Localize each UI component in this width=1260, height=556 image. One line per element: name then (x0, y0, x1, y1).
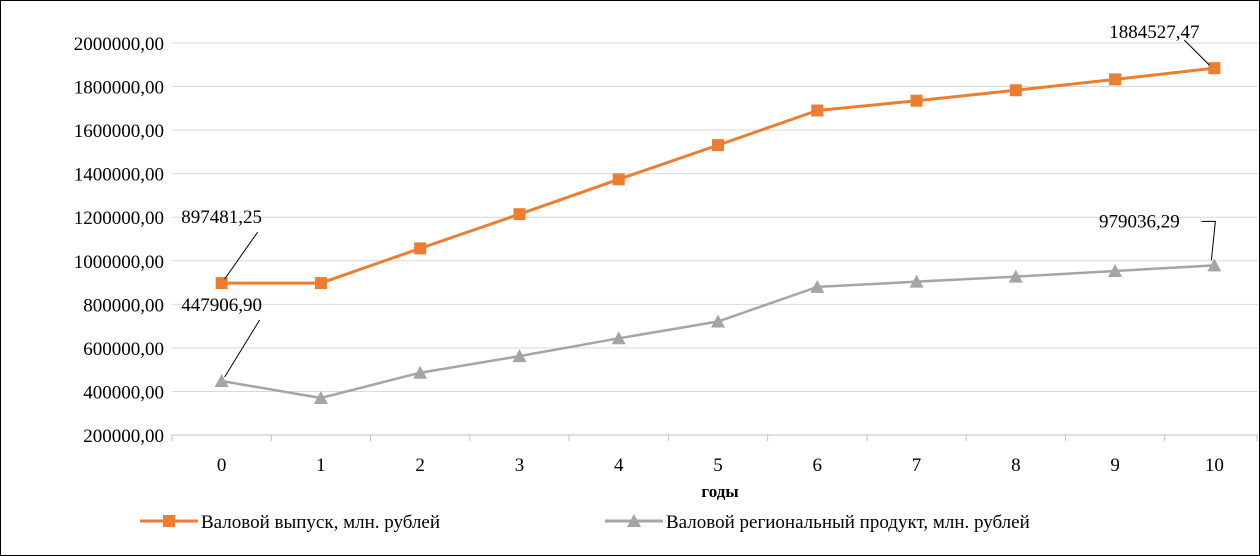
x-tick-label-8: 8 (1011, 455, 1021, 476)
series-0 (215, 62, 1221, 290)
y-tick-label-2: 600000,00 (83, 339, 164, 360)
data-label-2: 447906,90 (181, 295, 262, 316)
axes (171, 434, 1258, 441)
legend-label-0: Валовой выпуск, млн. рублей (201, 512, 440, 533)
y-tick-label-1: 400000,00 (83, 382, 164, 403)
x-tick-label-10: 10 (1205, 455, 1224, 476)
y-tick-label-9: 2000000,00 (74, 34, 164, 55)
data-point-0-5 (712, 139, 724, 152)
y-axis-ticks: 200000,00 400000,00 600000,00 800000,00 1000… (74, 34, 164, 447)
data-point-1-8 (1008, 269, 1023, 283)
data-labels: 897481,25 1884527,47 447906,90 979036,29 (181, 22, 1216, 378)
data-label-0: 897481,25 (181, 207, 262, 228)
data-point-0-3 (513, 208, 526, 221)
x-axis-ticks: 0 1 2 3 4 5 6 7 8 9 10 (217, 455, 1224, 476)
data-point-0-4 (612, 173, 625, 186)
series-1 (214, 258, 1222, 404)
data-point-0-0 (215, 277, 228, 290)
data-point-1-9 (1108, 264, 1123, 278)
x-tick-label-1: 1 (316, 455, 326, 476)
y-tick-label-5: 1200000,00 (74, 208, 164, 229)
gridlines (172, 42, 1258, 392)
data-point-0-8 (1009, 84, 1022, 97)
x-tick-label-9: 9 (1110, 455, 1120, 476)
legend-marker-1 (627, 514, 641, 527)
legend: Валовой выпуск, млн. рублей Валовой регио… (140, 512, 1030, 533)
data-point-0-9 (1109, 73, 1122, 86)
data-point-1-5 (711, 314, 725, 328)
data-point-1-1 (313, 390, 328, 404)
data-label-leader-3 (1201, 220, 1216, 261)
y-tick-label-7: 1600000,00 (74, 121, 164, 142)
data-point-0-7 (910, 94, 923, 107)
data-label-3: 979036,29 (1099, 211, 1180, 232)
data-point-1-10 (1207, 258, 1222, 272)
data-label-1: 1884527,47 (1109, 22, 1199, 43)
series-group (214, 62, 1222, 404)
data-point-1-0 (214, 374, 229, 388)
x-tick-label-5: 5 (713, 455, 723, 476)
y-tick-label-0: 200000,00 (83, 426, 164, 447)
x-tick-label-3: 3 (515, 455, 525, 476)
data-point-0-6 (811, 104, 824, 117)
x-tick-label-2: 2 (415, 455, 425, 476)
x-tick-label-4: 4 (614, 455, 624, 476)
x-tick-label-6: 6 (813, 455, 823, 476)
y-tick-label-4: 1000000,00 (74, 252, 164, 273)
data-point-1-4 (611, 331, 626, 345)
x-tick-label-0: 0 (217, 455, 227, 476)
data-point-1-6 (810, 279, 825, 293)
legend-marker-0 (163, 515, 175, 527)
data-point-1-2 (413, 365, 428, 379)
data-point-0-1 (314, 277, 327, 290)
x-tick-label-7: 7 (912, 455, 922, 476)
data-label-leader-2 (224, 319, 261, 378)
x-axis-title: годы (701, 482, 738, 501)
legend-item-1: Валовой региональный продукт, млн. рубле… (605, 512, 1030, 533)
y-tick-label-3: 800000,00 (83, 295, 164, 316)
series-line-0 (221, 66, 1215, 285)
data-label-leader-1 (1184, 39, 1210, 66)
series-line-1 (221, 264, 1215, 400)
data-point-1-7 (909, 274, 924, 288)
y-tick-label-6: 1400000,00 (74, 165, 164, 186)
data-point-0-2 (414, 242, 427, 255)
data-point-1-3 (512, 349, 527, 363)
data-label-leader-0 (224, 231, 259, 280)
legend-label-1: Валовой региональный продукт, млн. рубле… (666, 512, 1030, 533)
y-tick-label-8: 1800000,00 (74, 78, 164, 99)
legend-item-0: Валовой выпуск, млн. рублей (140, 512, 440, 533)
data-point-0-10 (1208, 62, 1221, 75)
